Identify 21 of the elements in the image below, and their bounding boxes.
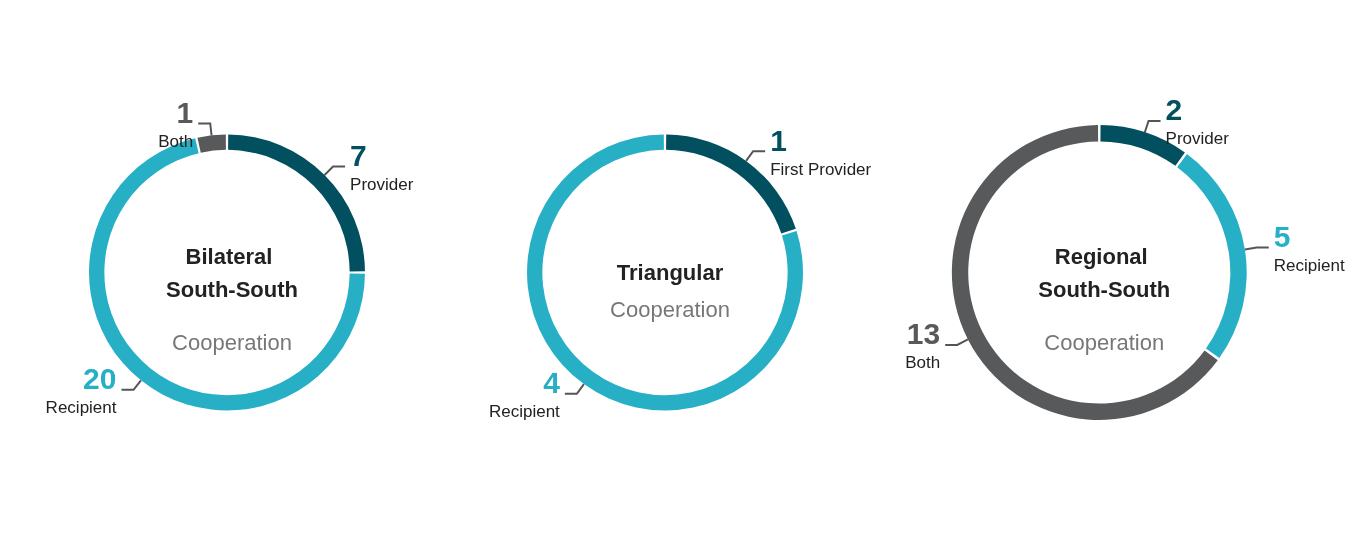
data-label: 7 — [350, 138, 367, 172]
slice-label: Recipient — [1273, 256, 1345, 276]
data-label: 1 — [176, 95, 194, 129]
slice-label: First Provider — [770, 159, 872, 179]
text: Cooperation — [172, 330, 292, 355]
text: Cooperation — [1044, 330, 1165, 355]
slice-label: Provider — [350, 174, 414, 194]
data-label: 4 — [543, 366, 561, 400]
data-label: 2 — [1165, 93, 1183, 127]
text: Regional South-South — [1038, 243, 1171, 302]
slice-label: Provider — [1165, 129, 1230, 149]
data-label: 5 — [1273, 220, 1291, 254]
text: Bilateral South-South — [166, 243, 298, 302]
slice-label: Recipient — [45, 398, 117, 418]
data-label: 13 — [906, 317, 941, 351]
data-label: 1 — [770, 123, 787, 157]
slice-label: Recipient — [488, 402, 561, 422]
slice-label: Both — [905, 353, 941, 373]
data-label: 20 — [83, 362, 117, 396]
text: Triangular — [616, 260, 724, 285]
text: Cooperation — [610, 297, 730, 322]
